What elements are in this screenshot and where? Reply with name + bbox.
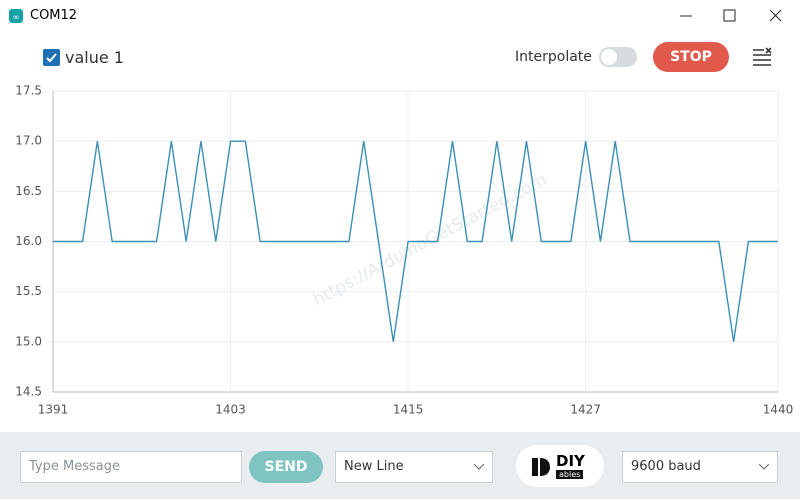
logo: DIY ables (516, 445, 604, 487)
y-tick-label: 15.0 (15, 334, 42, 348)
legend-label: value 1 (65, 48, 124, 67)
footer: Type Message SEND New Line DIY ables 960… (0, 432, 800, 499)
x-tick-label: 1415 (393, 403, 424, 417)
baud-rate: 9600 baud (631, 459, 701, 474)
series-checkbox[interactable] (43, 49, 60, 66)
logo-text: DIY (556, 452, 585, 470)
baud-select[interactable]: 9600 baud (622, 451, 778, 483)
interpolate-toggle[interactable] (599, 47, 637, 67)
title-bar: ∞ COM12 (0, 0, 800, 32)
y-tick-label: 14.5 (15, 385, 42, 399)
series-line (53, 140, 778, 342)
interpolate-label: Interpolate (515, 49, 592, 65)
line-ending: New Line (344, 459, 404, 474)
y-tick-label: 16.0 (15, 234, 42, 248)
logo-subtext: ables (556, 470, 584, 479)
window-controls[interactable] (670, 6, 790, 26)
app-icon: ∞ (9, 9, 23, 23)
y-tick-label: 16.5 (15, 184, 42, 198)
y-tick-label: 15.5 (15, 284, 42, 298)
y-tick-label: 17.5 (15, 84, 42, 98)
line-ending-select[interactable]: New Line (335, 451, 493, 483)
send-button[interactable]: SEND (249, 451, 323, 483)
x-tick-label: 1440 (763, 403, 794, 417)
y-tick-label: 17.0 (15, 134, 42, 148)
clear-button[interactable] (751, 47, 773, 67)
stop-button[interactable]: STOP (653, 42, 729, 72)
window-title: COM12 (30, 8, 78, 23)
message-input[interactable]: Type Message (20, 451, 242, 483)
x-tick-label: 1403 (215, 403, 246, 417)
x-tick-label: 1391 (38, 403, 69, 417)
x-tick-label: 1427 (570, 403, 601, 417)
svg-text:∞: ∞ (13, 13, 20, 22)
chart: https://ArduinoGetStarted.com14.515.015.… (15, 84, 794, 417)
